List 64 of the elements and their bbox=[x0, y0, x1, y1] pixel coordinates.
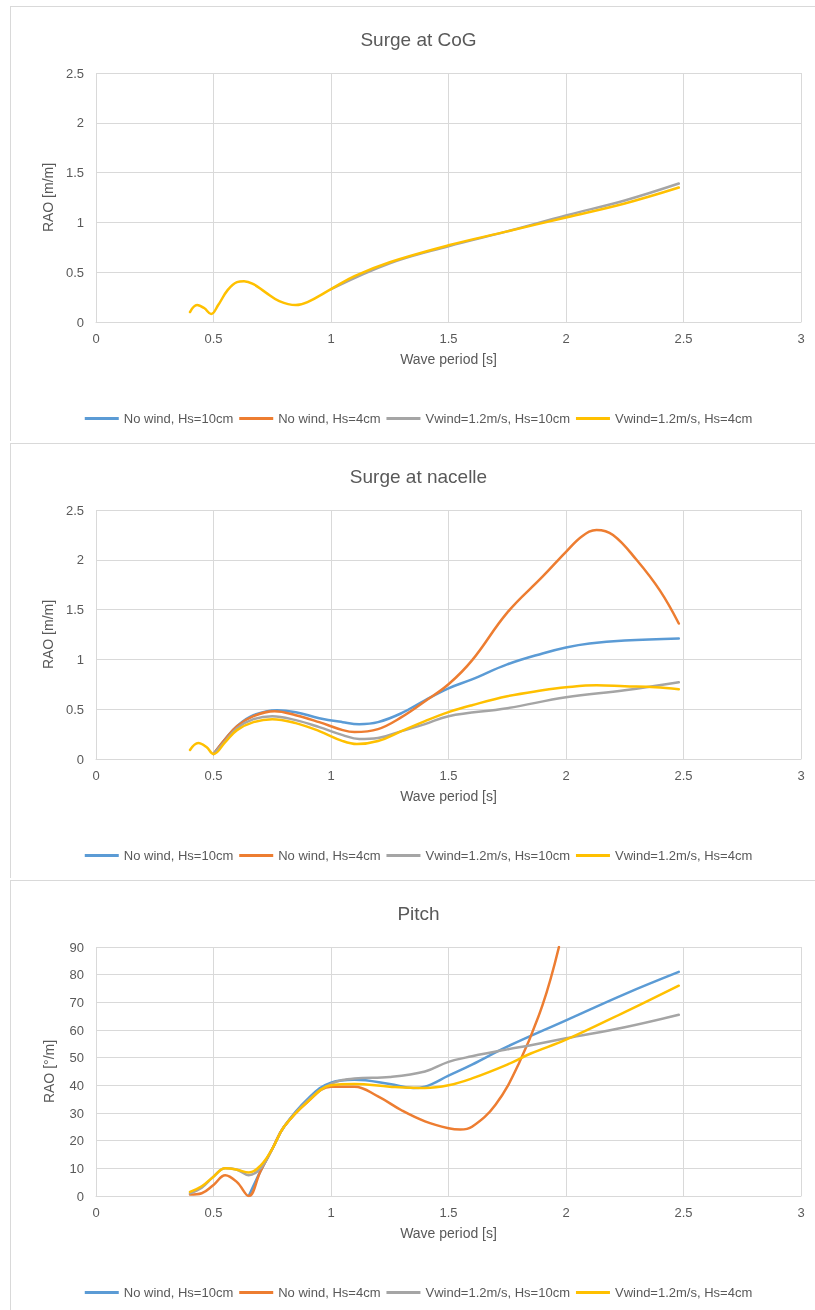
x-tick-label: 2.5 bbox=[674, 768, 693, 783]
y-tick-label: 30 bbox=[69, 1105, 84, 1121]
legend-label: Vwind=1.2m/s, Hs=10cm bbox=[425, 1285, 570, 1300]
legend-label: Vwind=1.2m/s, Hs=10cm bbox=[425, 411, 570, 426]
y-tick-label: 40 bbox=[69, 1077, 84, 1093]
x-tick-label: 0 bbox=[92, 331, 100, 346]
y-tick-label: 70 bbox=[69, 994, 84, 1010]
x-tick-label: 1.5 bbox=[439, 768, 458, 783]
y-axis-title: RAO [m/m] bbox=[40, 599, 57, 670]
x-tick-label: 0.5 bbox=[204, 1205, 223, 1220]
x-tick-label: 1.5 bbox=[439, 331, 458, 346]
y-tick-label: 80 bbox=[69, 967, 84, 983]
legend-label: No wind, Hs=10cm bbox=[123, 411, 234, 426]
x-tick-label: 1 bbox=[327, 768, 335, 783]
x-tick-label: 2 bbox=[562, 331, 570, 346]
legend-label: No wind, Hs=10cm bbox=[123, 1285, 234, 1300]
y-tick-label: 1 bbox=[76, 214, 84, 230]
y-tick-label: 0 bbox=[76, 1188, 84, 1204]
chart-title: Surge at CoG bbox=[360, 29, 477, 50]
y-tick-label: 20 bbox=[69, 1133, 84, 1149]
legend-label: Vwind=1.2m/s, Hs=4cm bbox=[614, 411, 753, 426]
chart-title: Surge at nacelle bbox=[349, 466, 488, 487]
y-tick-label: 1 bbox=[76, 651, 84, 667]
legend-label: Vwind=1.2m/s, Hs=10cm bbox=[425, 848, 570, 863]
x-axis-title: Wave period [s] bbox=[400, 1225, 497, 1241]
x-axis-title: Wave period [s] bbox=[400, 351, 497, 367]
y-tick-label: 90 bbox=[69, 939, 84, 955]
y-axis-title: RAO [°/m] bbox=[41, 1039, 57, 1104]
x-tick-label: 0.5 bbox=[204, 331, 223, 346]
x-tick-label: 3 bbox=[797, 768, 805, 783]
x-tick-label: 2 bbox=[562, 768, 570, 783]
x-tick-label: 1 bbox=[327, 331, 335, 346]
chart-title: Pitch bbox=[397, 903, 440, 924]
y-tick-label: 0.5 bbox=[65, 264, 84, 280]
y-tick-label: 1.5 bbox=[65, 165, 84, 181]
y-axis-title: RAO [m/m] bbox=[40, 162, 57, 233]
y-tick-label: 10 bbox=[69, 1160, 84, 1176]
x-tick-label: 2.5 bbox=[674, 331, 693, 346]
legend-label: No wind, Hs=4cm bbox=[278, 848, 381, 863]
legend-label: Vwind=1.2m/s, Hs=4cm bbox=[614, 1285, 753, 1300]
x-tick-label: 3 bbox=[797, 1205, 805, 1220]
legend-label: No wind, Hs=4cm bbox=[278, 1285, 381, 1300]
y-tick-label: 2.5 bbox=[65, 502, 84, 518]
y-tick-label: 50 bbox=[69, 1050, 84, 1066]
x-tick-label: 0.5 bbox=[204, 768, 223, 783]
y-tick-label: 1.5 bbox=[65, 602, 84, 618]
y-tick-label: 0.5 bbox=[65, 701, 84, 717]
y-tick-label: 2 bbox=[76, 115, 84, 131]
x-tick-label: 1.5 bbox=[439, 1205, 458, 1220]
x-tick-label: 2 bbox=[562, 1205, 570, 1220]
x-tick-label: 2.5 bbox=[674, 1205, 693, 1220]
x-tick-label: 0 bbox=[92, 1205, 100, 1220]
legend-label: No wind, Hs=10cm bbox=[123, 848, 234, 863]
y-tick-label: 60 bbox=[69, 1022, 84, 1038]
x-tick-label: 0 bbox=[92, 768, 100, 783]
legend-label: No wind, Hs=4cm bbox=[278, 411, 381, 426]
y-tick-label: 0 bbox=[76, 314, 84, 330]
y-tick-label: 0 bbox=[76, 751, 84, 767]
y-tick-label: 2 bbox=[76, 552, 84, 568]
y-tick-label: 2.5 bbox=[65, 65, 84, 81]
x-axis-title: Wave period [s] bbox=[400, 788, 497, 804]
x-tick-label: 3 bbox=[797, 331, 805, 346]
legend-label: Vwind=1.2m/s, Hs=4cm bbox=[614, 848, 753, 863]
x-tick-label: 1 bbox=[327, 1205, 335, 1220]
